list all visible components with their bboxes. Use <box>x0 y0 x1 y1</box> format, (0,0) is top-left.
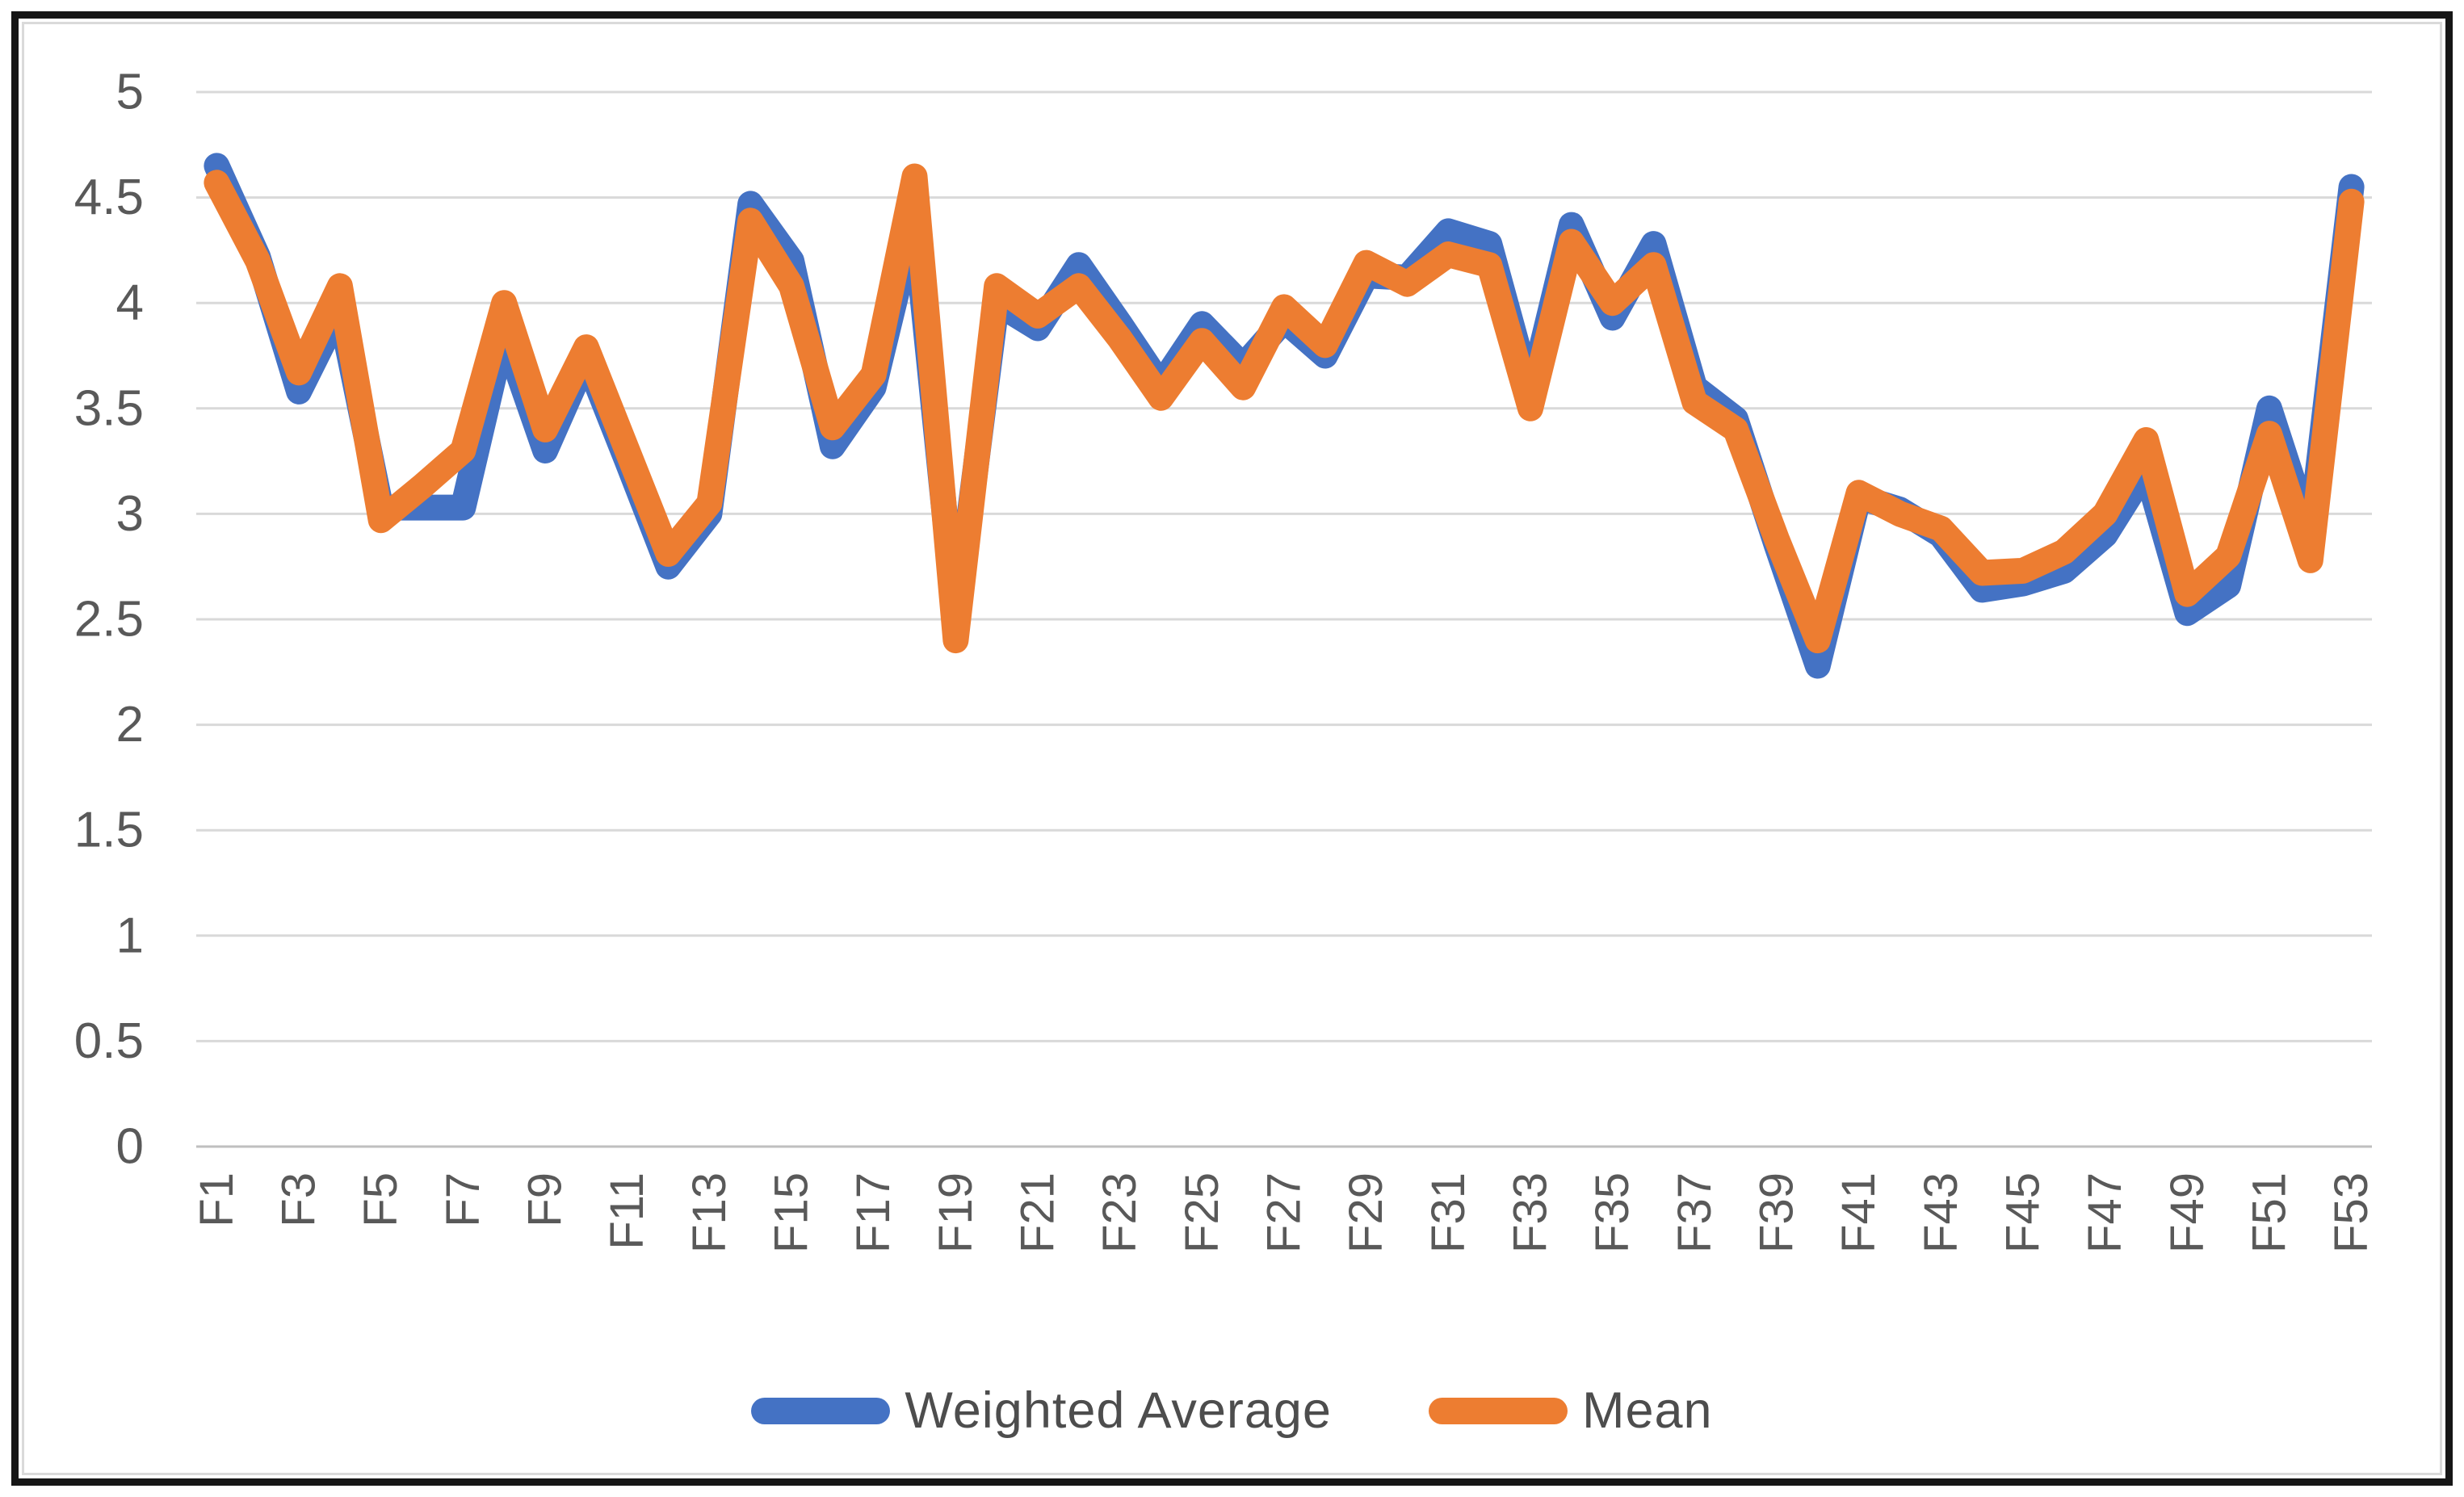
y-axis-tick-label: 4 <box>116 275 144 331</box>
x-axis-tick-label: F25 <box>1176 1172 1228 1253</box>
x-axis-tick-label: F33 <box>1504 1172 1556 1253</box>
x-axis-tick-label: F35 <box>1586 1172 1639 1253</box>
mean-line[interactable] <box>204 163 2365 654</box>
legend-label: Weighted Average <box>905 1382 1332 1439</box>
x-axis-tick-label: F49 <box>2161 1172 2214 1253</box>
x-axis-tick-label: F37 <box>1669 1172 1721 1253</box>
legend-item-weighted-average[interactable]: Weighted Average <box>751 1382 1332 1440</box>
x-axis-tick-label: F43 <box>1915 1172 1967 1253</box>
x-axis-tick-label: F19 <box>930 1172 982 1253</box>
x-axis-tick-label: F45 <box>1996 1172 2049 1253</box>
x-axis-tick-label: F13 <box>683 1172 736 1253</box>
x-axis-tick-label: F5 <box>355 1172 407 1227</box>
chart-area-border <box>22 22 2442 1475</box>
y-axis-tick-label: 0.5 <box>74 1013 144 1069</box>
x-axis-tick-label: F15 <box>766 1172 818 1253</box>
chart-legend: Weighted Average Mean <box>0 1374 2464 1447</box>
legend-item-mean[interactable]: Mean <box>1428 1382 1713 1440</box>
y-axis-tick-label: 0 <box>116 1119 144 1175</box>
y-axis-tick-label: 4.5 <box>74 170 144 225</box>
x-axis-tick-label: F31 <box>1422 1172 1475 1253</box>
y-axis-tick-label: 5 <box>116 65 144 120</box>
x-axis-tick-label: F27 <box>1258 1172 1311 1253</box>
weighted-average-line-swatch-icon <box>751 1397 891 1424</box>
x-axis-tick-label: F7 <box>437 1172 489 1227</box>
y-axis-tick-label: 3.5 <box>74 380 144 436</box>
x-axis-tick-label: F53 <box>2325 1172 2378 1253</box>
x-axis-tick-label: F21 <box>1012 1172 1064 1253</box>
legend-label: Mean <box>1581 1382 1713 1439</box>
outer-border <box>11 11 2453 1486</box>
x-axis-tick-label: F29 <box>1340 1172 1392 1253</box>
y-axis-tick-label: 3 <box>116 486 144 542</box>
y-axis-tick-label: 1.5 <box>74 803 144 858</box>
x-axis-tick-label: F1 <box>191 1172 243 1227</box>
y-axis-tick-label: 2.5 <box>74 592 144 648</box>
x-axis-tick-label: F11 <box>601 1172 653 1250</box>
y-axis-tick-label: 2 <box>116 697 144 753</box>
x-axis-tick-label: F9 <box>519 1172 572 1227</box>
mean-line-swatch-icon <box>1428 1397 1568 1424</box>
x-axis-tick-label: F51 <box>2243 1172 2295 1253</box>
x-axis-tick-label: F17 <box>847 1172 900 1253</box>
x-axis-tick-label: F23 <box>1093 1172 1146 1253</box>
x-axis-tick-label: F3 <box>273 1172 325 1227</box>
x-axis-tick-label: F41 <box>1832 1172 1885 1253</box>
y-axis-tick-label: 1 <box>116 908 144 963</box>
x-axis-tick-label: F47 <box>2079 1172 2131 1253</box>
x-axis-tick-label: F39 <box>1750 1172 1803 1253</box>
